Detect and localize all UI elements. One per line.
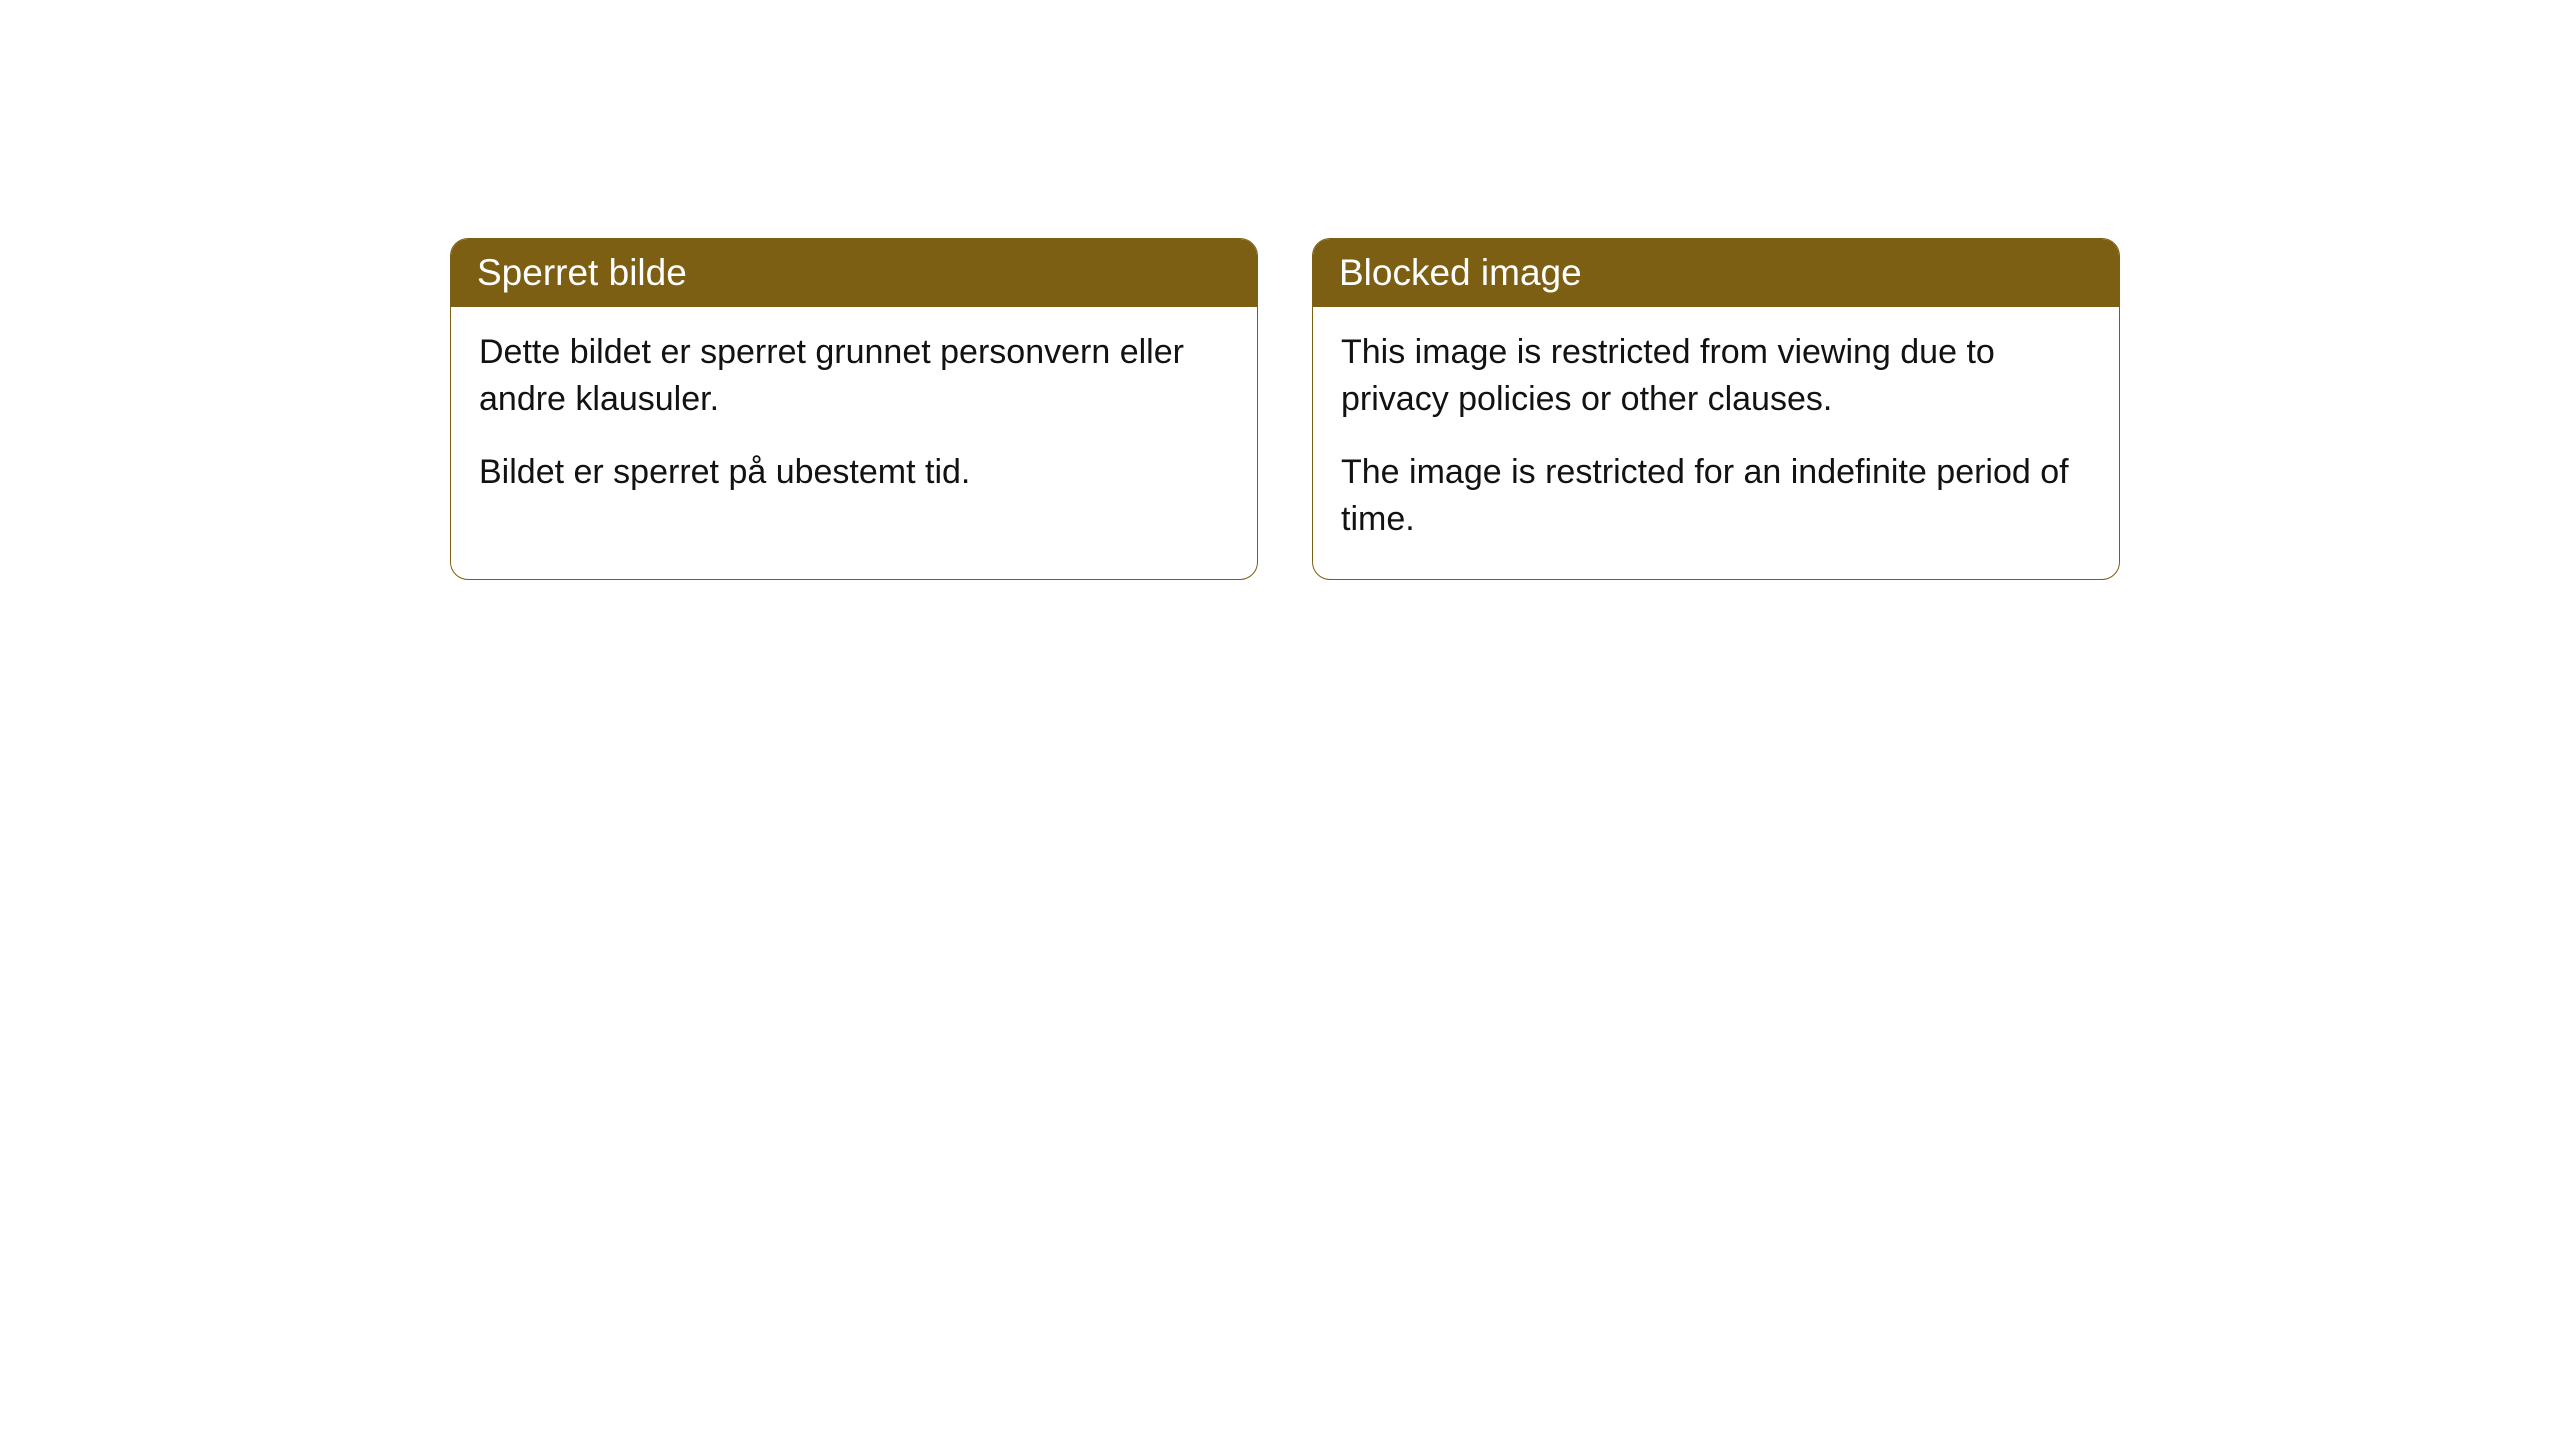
card-paragraph: Dette bildet er sperret grunnet personve… <box>479 329 1229 423</box>
card-paragraph: The image is restricted for an indefinit… <box>1341 449 2091 543</box>
blocked-image-card-norwegian: Sperret bilde Dette bildet er sperret gr… <box>450 238 1258 580</box>
notice-cards-container: Sperret bilde Dette bildet er sperret gr… <box>450 238 2120 580</box>
card-paragraph: This image is restricted from viewing du… <box>1341 329 2091 423</box>
card-title: Blocked image <box>1339 252 1582 293</box>
card-title: Sperret bilde <box>477 252 687 293</box>
card-body: Dette bildet er sperret grunnet personve… <box>451 307 1257 532</box>
card-body: This image is restricted from viewing du… <box>1313 307 2119 579</box>
card-paragraph: Bildet er sperret på ubestemt tid. <box>479 449 1229 496</box>
blocked-image-card-english: Blocked image This image is restricted f… <box>1312 238 2120 580</box>
card-header: Sperret bilde <box>451 239 1257 307</box>
card-header: Blocked image <box>1313 239 2119 307</box>
